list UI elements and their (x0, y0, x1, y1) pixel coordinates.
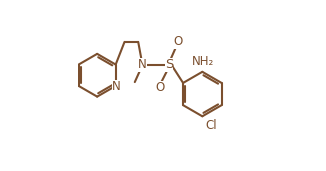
Text: NH₂: NH₂ (192, 55, 214, 68)
Text: S: S (165, 58, 173, 71)
Text: O: O (173, 35, 182, 48)
Text: N: N (112, 80, 121, 93)
Text: N: N (138, 58, 147, 71)
Text: O: O (155, 81, 164, 94)
Text: Cl: Cl (205, 119, 217, 132)
